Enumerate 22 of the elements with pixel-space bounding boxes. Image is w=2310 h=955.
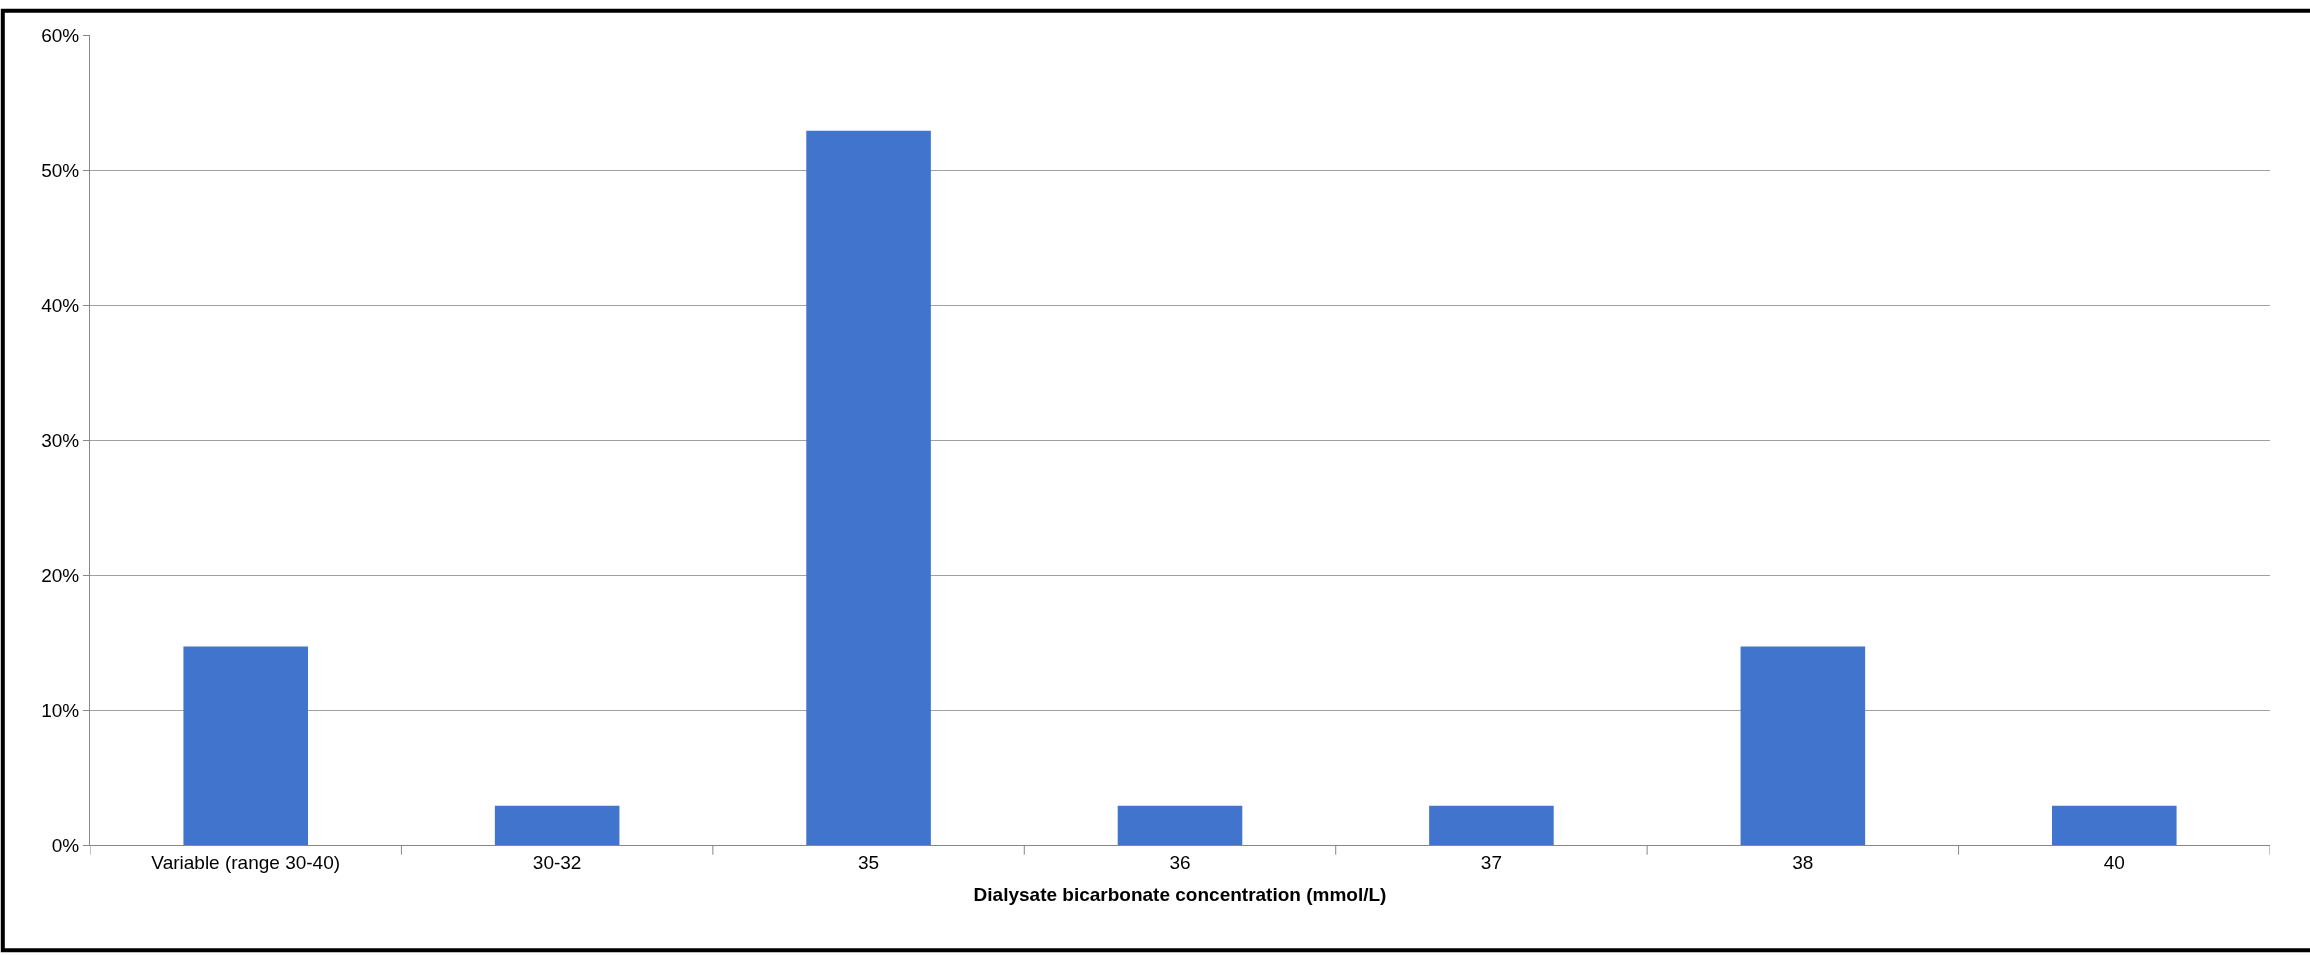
- bar: [494, 805, 620, 845]
- x-tick-label: Variable (range 30-40): [151, 851, 341, 873]
- bar: [183, 646, 308, 845]
- x-axis-title: Dialysate bicarbonate concentration (mmol/L): [973, 883, 1387, 905]
- bar: [1117, 805, 1243, 845]
- bar: [2052, 805, 2177, 845]
- bar: [806, 130, 931, 845]
- x-tick-label: 40: [2103, 851, 2125, 873]
- y-tick-label: 20%: [41, 564, 80, 586]
- y-tick-label: 30%: [41, 429, 80, 451]
- x-tick-label: 38: [1792, 851, 1814, 873]
- x-tick-label: 35: [858, 851, 880, 873]
- y-tick-label: 40%: [41, 294, 80, 316]
- bar: [1740, 646, 1866, 845]
- y-tick-label: 50%: [41, 159, 80, 181]
- y-tick-label: 0%: [51, 834, 80, 856]
- y-tick-label: 60%: [41, 24, 80, 46]
- x-tick-label: 37: [1480, 851, 1502, 873]
- x-tick-label: 30-32: [532, 851, 582, 873]
- x-tick-label: 36: [1169, 851, 1191, 873]
- bar: [1429, 805, 1554, 845]
- y-tick-label: 10%: [41, 699, 80, 721]
